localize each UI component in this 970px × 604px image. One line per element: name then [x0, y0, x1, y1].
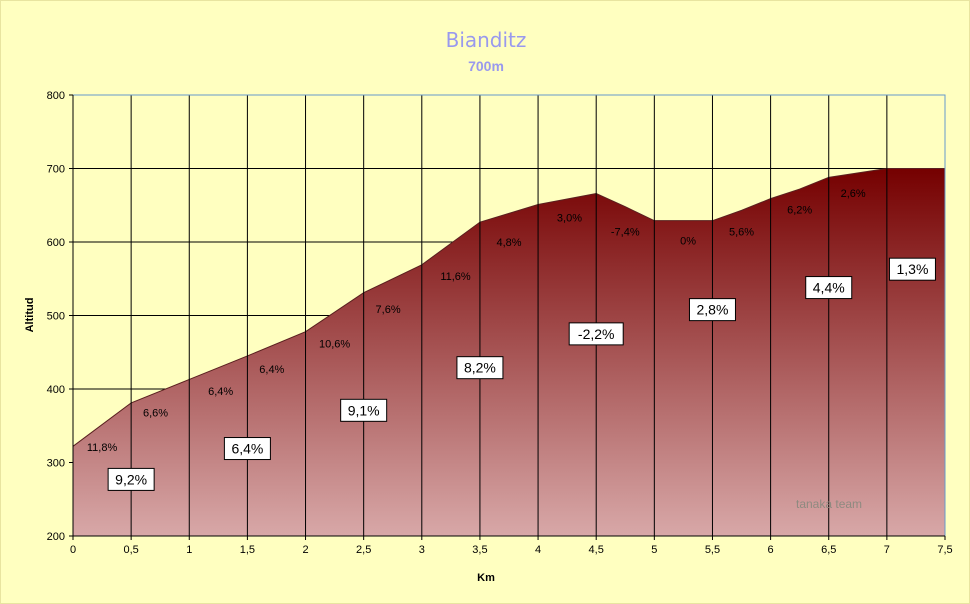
y-tick-label: 300: [47, 458, 65, 470]
point-gradient-label: 2,6%: [841, 188, 866, 200]
watermark: tanaka team: [796, 497, 862, 511]
point-gradient-label: 6,4%: [259, 364, 284, 376]
segment-gradient-label: -2,2%: [578, 326, 615, 342]
y-tick-label: 600: [47, 237, 65, 249]
point-gradient-label: 5,6%: [729, 227, 754, 239]
x-tick-label: 4: [535, 544, 541, 556]
x-tick-label: 3: [419, 544, 425, 556]
segment-gradient-box: [568, 322, 624, 346]
x-tick-label: 2,5: [356, 544, 371, 556]
x-tick-label: 6,5: [821, 544, 836, 556]
x-tick-label: 7,5: [937, 544, 952, 556]
x-tick-label: 0,5: [123, 544, 138, 556]
x-tick-label: 1: [186, 544, 192, 556]
y-tick-label: 200: [47, 531, 65, 543]
point-gradient-label: 11,8%: [87, 442, 118, 454]
y-tick-label: 500: [47, 311, 65, 323]
point-gradient-label: 10,6%: [319, 338, 350, 350]
segment-gradient-box: [223, 437, 271, 461]
x-tick-label: 2: [302, 544, 308, 556]
segment-gradient-label: 9,2%: [115, 471, 147, 487]
x-tick-label: 5,5: [705, 544, 720, 556]
x-tick-label: 0: [70, 544, 76, 556]
x-tick-label: 3,5: [472, 544, 487, 556]
segment-gradient-label: 2,8%: [697, 302, 729, 318]
x-tick-label: 4,5: [589, 544, 604, 556]
chart-title: Bianditz: [446, 28, 527, 52]
segment-gradient-box: [805, 276, 853, 300]
segment-gradient-box: [107, 467, 155, 491]
y-axis-title: Altitud: [24, 298, 36, 333]
segment-gradient-label: 8,2%: [464, 360, 496, 376]
point-gradient-label: 4,8%: [496, 237, 521, 249]
segment-gradient-box: [688, 298, 736, 322]
segment-gradient-label: 6,4%: [231, 441, 263, 457]
point-gradient-label: -7,4%: [611, 227, 640, 239]
point-gradient-label: 6,2%: [787, 205, 812, 217]
chart-subtitle: 700m: [468, 58, 504, 74]
point-gradient-label: 11,6%: [440, 271, 471, 283]
plot-area: 200 300 400 500 600 700 800 0 0,5 1 1,5 2 2,5 3 3,5 4 4,…: [47, 90, 953, 556]
elevation-area: [73, 168, 945, 536]
segment-gradient-label: 4,4%: [813, 280, 845, 296]
segment-gradient-label: 9,1%: [348, 402, 380, 418]
segment-gradient-box: [456, 356, 504, 380]
x-tick-label: 6: [768, 544, 774, 556]
point-gradient-label: 0%: [680, 236, 696, 248]
x-tick-label: 1,5: [240, 544, 255, 556]
point-gradient-label: 3,0%: [557, 213, 582, 225]
segment-gradient-box: [340, 398, 388, 422]
y-tick-label: 700: [47, 164, 65, 176]
point-gradient-label: 6,6%: [143, 408, 168, 420]
segment-gradient-box: [888, 257, 936, 281]
x-axis-title: Km: [477, 572, 495, 584]
x-tick-label: 7: [884, 544, 890, 556]
point-gradient-label: 7,6%: [376, 304, 401, 316]
x-tick-label: 5: [651, 544, 657, 556]
y-tick-label: 400: [47, 384, 65, 396]
point-gradient-label: 6,4%: [208, 386, 233, 398]
segment-gradient-label: 1,3%: [896, 261, 928, 277]
elevation-line: [72, 168, 945, 447]
y-tick-label: 800: [47, 90, 65, 102]
